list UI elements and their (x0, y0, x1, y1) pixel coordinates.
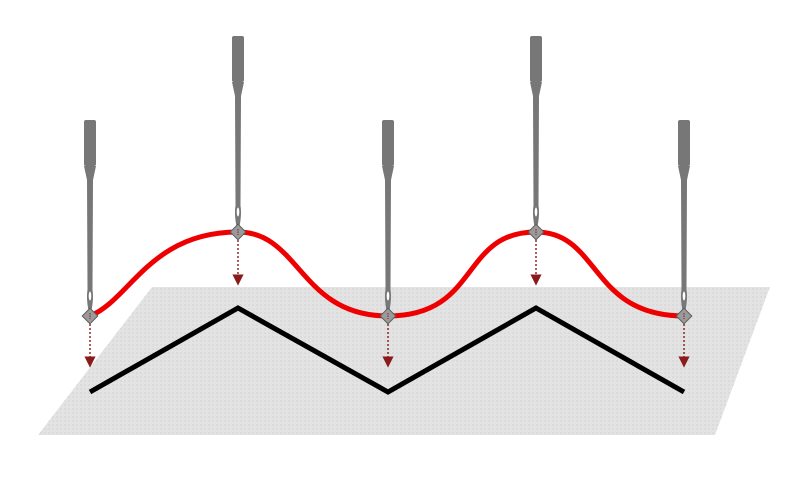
needle-icon (382, 120, 394, 316)
thread-markers-layer (81, 223, 693, 325)
thread-marker-icon (675, 307, 693, 325)
needles-layer (84, 36, 690, 316)
needle-icon (530, 36, 542, 232)
thread-marker-icon (81, 307, 99, 325)
zigzag-stitch (88, 305, 686, 395)
needle-icon (84, 120, 96, 316)
thread-marker-icon (379, 307, 397, 325)
drop-arrows-layer (84, 240, 690, 368)
needle-icon (232, 36, 244, 232)
thread-marker-icon (527, 223, 545, 241)
needle-icon (678, 120, 690, 316)
thread-marker-icon (229, 223, 247, 241)
fabric-sheet (38, 287, 770, 435)
